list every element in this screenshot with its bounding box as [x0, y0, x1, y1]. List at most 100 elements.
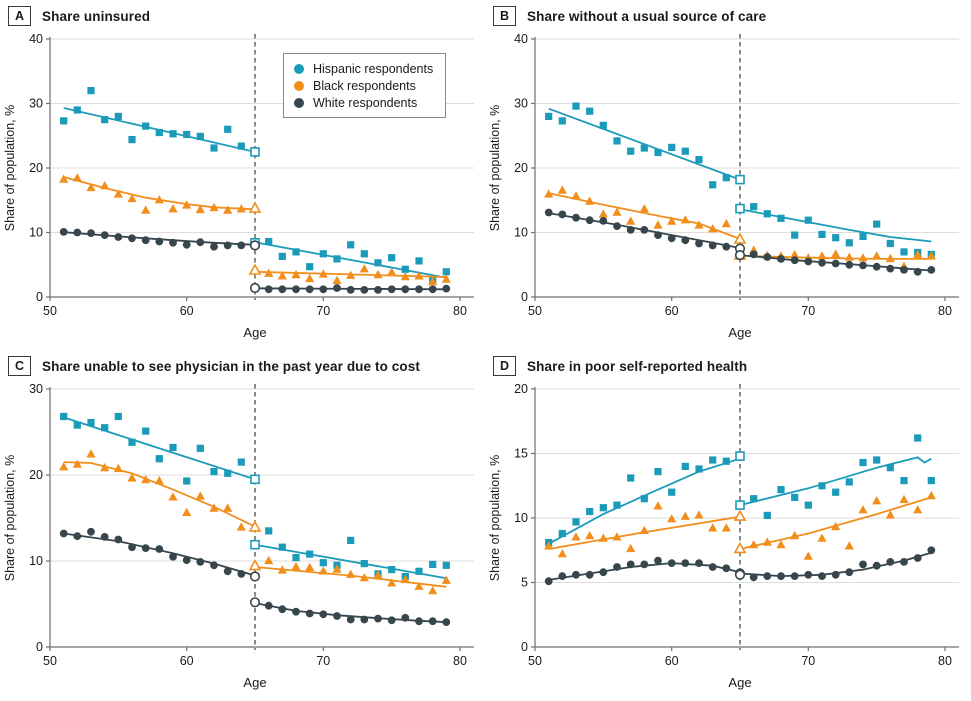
data-point — [900, 266, 908, 274]
data-point — [291, 269, 301, 279]
data-point — [721, 523, 731, 532]
data-point — [790, 249, 800, 259]
data-point — [626, 216, 636, 225]
data-point — [346, 615, 355, 624]
data-point — [681, 236, 690, 245]
data-point — [305, 562, 315, 571]
data-point — [154, 195, 164, 204]
data-point — [73, 106, 81, 114]
data-point — [653, 220, 663, 229]
data-point — [347, 241, 355, 249]
legend-label-hispanic: Hispanic respondents — [313, 61, 434, 76]
open-cutoff-marker — [248, 263, 262, 275]
data-point — [599, 504, 607, 512]
data-point — [333, 284, 341, 292]
data-point — [667, 514, 677, 523]
data-point — [401, 265, 409, 273]
data-point — [360, 560, 368, 568]
data-point — [626, 226, 635, 234]
data-point — [86, 449, 96, 458]
data-point — [400, 574, 410, 584]
data-point — [169, 238, 177, 247]
data-point — [831, 249, 841, 258]
panel-b-chart: 0 10 20 30 40 50 60 70 80 Share of population, % A… — [488, 32, 959, 340]
x-tick-label: 50 — [528, 654, 542, 668]
data-point — [709, 181, 717, 189]
y-tick-label: 20 — [514, 382, 528, 396]
data-point — [845, 568, 854, 577]
data-point — [613, 563, 621, 571]
data-point — [694, 510, 704, 519]
y-tick-label: 0 — [36, 290, 43, 304]
data-point — [722, 564, 731, 573]
data-point — [224, 469, 232, 477]
fit-line-post-65 — [739, 208, 932, 243]
data-point — [858, 253, 868, 262]
axes: 0 10 20 30 40 50 60 70 80 Share of population, % A… — [488, 32, 959, 340]
data-point — [722, 174, 730, 182]
open-cutoff-marker — [249, 282, 261, 294]
data-point — [845, 478, 853, 486]
data-point — [749, 250, 758, 259]
data-point — [803, 551, 813, 560]
y-tick-label: 20 — [29, 161, 43, 175]
data-point — [305, 609, 314, 618]
data-point — [708, 563, 717, 571]
data-point — [209, 202, 219, 212]
data-point — [210, 242, 218, 251]
gridlines — [50, 38, 474, 233]
data-point — [845, 239, 853, 247]
data-point — [818, 230, 826, 238]
x-tick-label: 60 — [180, 654, 194, 668]
data-point — [572, 213, 580, 222]
data-point — [844, 252, 854, 261]
data-point — [777, 572, 785, 580]
data-point — [127, 193, 137, 203]
data-point — [113, 463, 123, 473]
series-white-respondents — [544, 208, 936, 276]
series-black-respondents — [59, 173, 451, 286]
data-point — [544, 208, 553, 217]
data-point — [558, 210, 567, 219]
data-point — [873, 220, 881, 228]
open-cutoff-marker — [735, 174, 745, 185]
data-point — [59, 228, 68, 236]
fit-line-post-65 — [254, 602, 447, 623]
data-point — [804, 501, 812, 509]
data-point — [886, 558, 895, 566]
open-cutoff-marker — [249, 571, 261, 582]
data-point — [695, 465, 703, 473]
data-point — [415, 617, 423, 626]
data-point — [613, 222, 621, 231]
data-point — [777, 255, 785, 263]
data-point — [236, 204, 246, 213]
data-point — [913, 267, 922, 276]
data-point — [209, 503, 219, 512]
open-cutoff-marker — [733, 541, 747, 554]
data-point — [319, 250, 327, 258]
data-point — [346, 569, 356, 578]
fit-line-pre-65 — [548, 562, 741, 581]
data-point — [278, 605, 287, 614]
data-point — [142, 427, 150, 435]
open-cutoff-marker — [733, 509, 747, 521]
y-tick-label: 20 — [514, 161, 528, 175]
gridlines — [535, 388, 959, 583]
data-point — [373, 570, 383, 579]
data-point — [374, 286, 382, 294]
data-point — [374, 259, 382, 267]
data-point — [640, 226, 649, 234]
data-point — [442, 618, 451, 626]
data-point — [237, 241, 246, 250]
y-tick-label: 15 — [514, 447, 528, 461]
data-point — [223, 503, 233, 512]
open-cutoff-marker — [249, 597, 261, 608]
data-point — [100, 180, 110, 190]
y-tick-label: 10 — [29, 226, 43, 240]
data-point — [695, 559, 703, 567]
data-point — [169, 130, 177, 138]
data-point — [373, 269, 383, 279]
series-hispanic-respondents — [545, 434, 935, 547]
data-point — [817, 533, 827, 542]
data-point — [278, 252, 286, 260]
